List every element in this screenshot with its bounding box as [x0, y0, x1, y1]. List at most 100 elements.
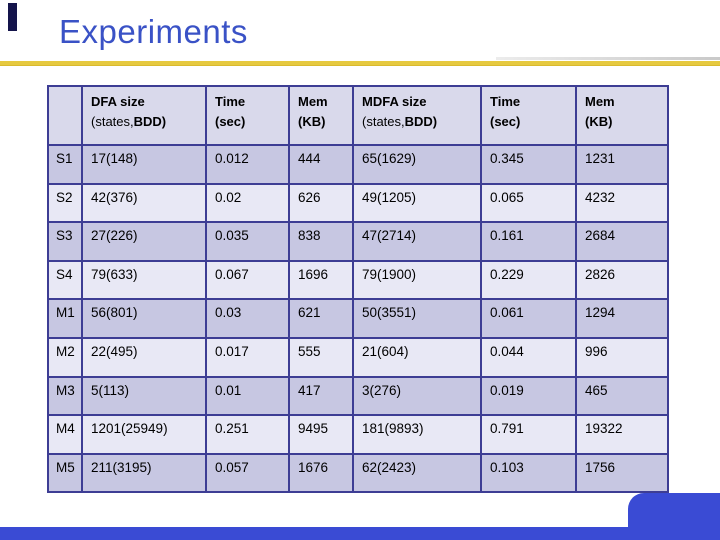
cell-mdfa-size: 3(276) [352, 375, 482, 417]
table-row: M1 56(801) 0.03 621 50(3551) 0.061 1294 [47, 298, 669, 339]
column-header-dfa-size: DFA size (states,BDD) [81, 85, 207, 146]
cell-time-mdfa: 0.065 [480, 182, 577, 224]
cell-time-dfa: 0.03 [205, 298, 290, 339]
cell-mem-dfa: 444 [288, 144, 354, 185]
row-label: S3 [47, 221, 83, 262]
cell-time-dfa: 0.035 [205, 221, 290, 262]
cell-mem-dfa: 9495 [288, 414, 354, 455]
footer-accent-bar [0, 527, 720, 540]
table-row: S3 27(226) 0.035 838 47(2714) 0.161 2684 [47, 221, 669, 262]
cell-dfa-size: 42(376) [81, 182, 207, 224]
cell-mdfa-size: 21(604) [352, 336, 482, 378]
header-line1: Mem [298, 94, 328, 109]
header-line2-bold: (KB) [585, 113, 613, 129]
header-line1: Mem [585, 94, 615, 109]
column-header-time-dfa: Time (sec) [205, 85, 290, 146]
row-label: M5 [47, 452, 83, 494]
cell-time-dfa: 0.067 [205, 259, 290, 301]
row-label: M2 [47, 336, 83, 378]
column-header-time-mdfa: Time (sec) [480, 85, 577, 146]
cell-time-mdfa: 0.345 [480, 144, 577, 185]
table-header-row: DFA size (states,BDD) Time (sec) Mem (KB) M… [47, 85, 669, 146]
table-row: M3 5(113) 0.01 417 3(276) 0.019 465 [47, 375, 669, 417]
header-line1: DFA size [91, 94, 145, 109]
cell-time-mdfa: 0.044 [480, 336, 577, 378]
column-header-empty [47, 85, 83, 146]
cell-time-mdfa: 0.161 [480, 221, 577, 262]
cell-dfa-size: 17(148) [81, 144, 207, 185]
cell-mdfa-size: 49(1205) [352, 182, 482, 224]
cell-mem-mdfa: 996 [575, 336, 669, 378]
cell-mem-dfa: 1696 [288, 259, 354, 301]
table-row: S4 79(633) 0.067 1696 79(1900) 0.229 282… [47, 259, 669, 301]
row-label: M3 [47, 375, 83, 417]
cell-mem-mdfa: 2826 [575, 259, 669, 301]
cell-mdfa-size: 62(2423) [352, 452, 482, 494]
cell-mem-mdfa: 1756 [575, 452, 669, 494]
header-line1: MDFA size [362, 94, 427, 109]
cell-dfa-size: 79(633) [81, 259, 207, 301]
header-gray-rule [496, 57, 720, 60]
cell-dfa-size: 22(495) [81, 336, 207, 378]
cell-mem-dfa: 838 [288, 221, 354, 262]
cell-mem-mdfa: 465 [575, 375, 669, 417]
cell-mem-mdfa: 2684 [575, 221, 669, 262]
header-yellow-rule [0, 61, 720, 66]
cell-time-dfa: 0.01 [205, 375, 290, 417]
cell-time-dfa: 0.017 [205, 336, 290, 378]
cell-mem-mdfa: 1231 [575, 144, 669, 185]
cell-dfa-size: 27(226) [81, 221, 207, 262]
column-header-mem-dfa: Mem (KB) [288, 85, 354, 146]
cell-mdfa-size: 65(1629) [352, 144, 482, 185]
cell-mem-dfa: 626 [288, 182, 354, 224]
cell-time-mdfa: 0.019 [480, 375, 577, 417]
table-row: S2 42(376) 0.02 626 49(1205) 0.065 4232 [47, 182, 669, 224]
column-header-mdfa-size: MDFA size (states,BDD) [352, 85, 482, 146]
row-label: S1 [47, 144, 83, 185]
header-line2-bold: (sec) [490, 113, 521, 129]
cell-dfa-size: 211(3195) [81, 452, 207, 494]
table-row: S1 17(148) 0.012 444 65(1629) 0.345 1231 [47, 144, 669, 185]
cell-mem-mdfa: 19322 [575, 414, 669, 455]
cell-time-dfa: 0.012 [205, 144, 290, 185]
cell-mem-dfa: 417 [288, 375, 354, 417]
cell-mdfa-size: 47(2714) [352, 221, 482, 262]
row-label: S4 [47, 259, 83, 301]
header-line1: Time [215, 94, 246, 109]
column-header-mem-mdfa: Mem (KB) [575, 85, 669, 146]
table-row: M4 1201(25949) 0.251 9495 181(9893) 0.79… [47, 414, 669, 455]
header-line2-bold: BDD) [404, 113, 438, 129]
table-row: M5 211(3195) 0.057 1676 62(2423) 0.103 1… [47, 452, 669, 494]
cell-time-mdfa: 0.791 [480, 414, 577, 455]
header-line1: Time [490, 94, 521, 109]
header-line2-bold: (KB) [298, 113, 326, 129]
cell-time-dfa: 0.057 [205, 452, 290, 494]
row-label: M4 [47, 414, 83, 455]
corner-accent-square [8, 3, 17, 31]
page-title: Experiments [59, 13, 248, 50]
cell-mem-dfa: 621 [288, 298, 354, 339]
cell-mem-dfa: 555 [288, 336, 354, 378]
cell-dfa-size: 1201(25949) [81, 414, 207, 455]
header-line2-bold: (sec) [215, 113, 246, 129]
header-line2-bold: BDD) [133, 113, 167, 129]
cell-mem-mdfa: 4232 [575, 182, 669, 224]
table-row: M2 22(495) 0.017 555 21(604) 0.044 996 [47, 336, 669, 378]
header-line2-normal: (states, [91, 113, 134, 129]
cell-time-mdfa: 0.103 [480, 452, 577, 494]
cell-mdfa-size: 50(3551) [352, 298, 482, 339]
cell-mdfa-size: 181(9893) [352, 414, 482, 455]
row-label: S2 [47, 182, 83, 224]
row-label: M1 [47, 298, 83, 339]
cell-time-dfa: 0.251 [205, 414, 290, 455]
header-line2-normal: (states, [362, 113, 405, 129]
cell-time-dfa: 0.02 [205, 182, 290, 224]
cell-time-mdfa: 0.061 [480, 298, 577, 339]
cell-mem-dfa: 1676 [288, 452, 354, 494]
cell-dfa-size: 56(801) [81, 298, 207, 339]
results-table: DFA size (states,BDD) Time (sec) Mem (KB) M… [47, 85, 669, 494]
cell-time-mdfa: 0.229 [480, 259, 577, 301]
cell-mdfa-size: 79(1900) [352, 259, 482, 301]
cell-mem-mdfa: 1294 [575, 298, 669, 339]
